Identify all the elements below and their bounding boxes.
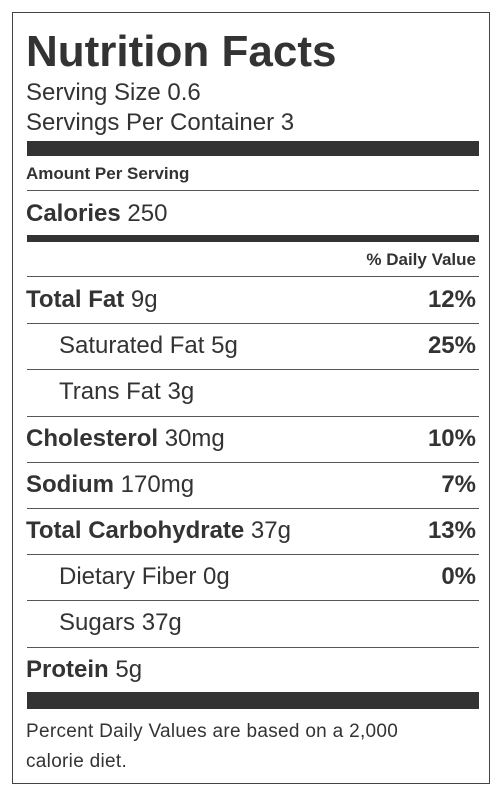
nutrient: Sugars 37g: [59, 611, 182, 635]
serving-size: Serving Size 0.6: [26, 81, 201, 105]
nutrient-amount: 30mg: [164, 424, 225, 452]
label: Serving Size: [26, 79, 161, 106]
nutrient: Cholesterol 30mg: [26, 424, 225, 452]
rule: [27, 323, 479, 325]
rule: [27, 508, 479, 509]
thick-rule: [27, 235, 479, 242]
nutrient-name: Cholesterol: [26, 424, 159, 452]
nutrient-name: Protein: [26, 655, 109, 683]
thick-rule: [27, 141, 479, 156]
value: 250: [127, 200, 168, 227]
rule: [27, 276, 479, 277]
nutrient-name: Saturated Fat: [59, 332, 205, 360]
nutrient-amount: 5g: [211, 332, 238, 360]
nutrient: Dietary Fiber 0g: [59, 565, 230, 589]
thick-rule: [27, 691, 479, 709]
nutrient-name: Total Fat: [26, 286, 125, 313]
nutrient-amount: 9g: [130, 286, 158, 313]
rule: [27, 600, 479, 602]
nutrient-amount: 37g: [141, 609, 182, 637]
nutrient-name: Sodium: [26, 470, 114, 498]
nutrient-amount: 37g: [250, 517, 291, 544]
nutrient-name: Dietary Fiber: [59, 563, 197, 591]
value: 0.6: [167, 79, 201, 106]
nutrient: Total Carbohydrate 37g: [26, 519, 291, 543]
nutrient-name: Trans Fat: [59, 378, 161, 406]
nutrient-amount: 170mg: [120, 470, 195, 498]
daily-value: 25%: [427, 332, 476, 360]
label: Calories: [26, 200, 121, 227]
calories: Calories 250: [26, 202, 167, 226]
nutrient-amount: 5g: [115, 655, 143, 683]
nutrient-name: Sugars: [59, 609, 136, 637]
rule: [27, 415, 479, 417]
label: Servings Per Container: [26, 109, 275, 136]
nutrient: Trans Fat 3g: [59, 380, 194, 404]
daily-value: 10%: [427, 424, 476, 452]
nutrient-amount: 3g: [167, 378, 195, 406]
value: 3: [280, 109, 295, 136]
amount-per-serving: Amount Per Serving: [26, 164, 190, 183]
daily-value: 13%: [427, 517, 476, 544]
servings-per-container: Servings Per Container 3: [26, 111, 294, 135]
rule: [27, 646, 479, 648]
footnote: Percent Daily Values are based on a 2,00…: [26, 721, 399, 772]
daily-value: 0%: [441, 563, 476, 591]
nutrient: Protein 5g: [26, 655, 143, 683]
nutrient: Saturated Fat 5g: [59, 334, 238, 358]
rule: [27, 461, 479, 463]
rule: [27, 554, 479, 556]
rule: [27, 369, 479, 371]
daily-value: 7%: [441, 470, 476, 498]
nutrient: Total Fat 9g: [26, 288, 158, 312]
rule: [27, 190, 479, 191]
nutrient-name: Total Carbohydrate: [26, 517, 245, 544]
nutrient: Sodium 170mg: [26, 470, 195, 498]
daily-value-header: % Daily Value: [366, 250, 476, 269]
nutrient-amount: 0g: [203, 563, 230, 591]
daily-value: 12%: [427, 286, 476, 313]
title: Nutrition Facts: [26, 27, 337, 76]
nutrition-label: Nutrition Facts Serving Size 0.6 Serving…: [12, 12, 490, 784]
